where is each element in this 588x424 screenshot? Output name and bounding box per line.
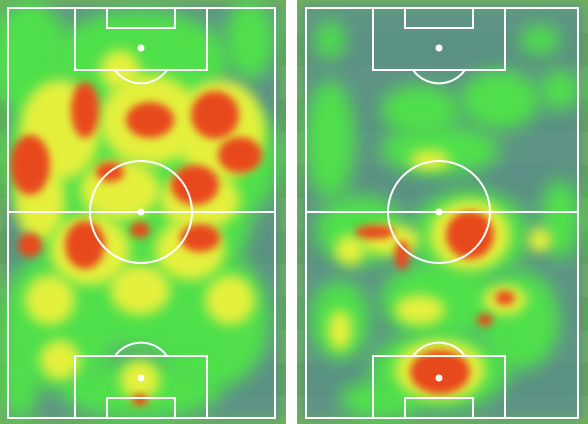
heat-red [126, 102, 174, 138]
heat-yellow [205, 275, 255, 325]
left-pitch [0, 0, 286, 424]
heat-yellow [528, 228, 552, 252]
goal-area [404, 397, 474, 419]
heat-red [218, 137, 262, 173]
heat-yellow [110, 265, 170, 315]
goal-area [106, 7, 176, 29]
heat-red [191, 91, 239, 139]
heat-yellow [328, 310, 352, 350]
heat-red [395, 240, 409, 270]
heat-green [0, 340, 40, 420]
penalty-arc [412, 69, 466, 85]
penalty-spot [435, 374, 443, 382]
heat-red [410, 350, 470, 394]
centre-circle [89, 160, 193, 264]
penalty-spot [137, 44, 145, 52]
heat-green [520, 25, 560, 55]
heat-red [171, 165, 219, 205]
heat-red [477, 314, 493, 326]
penalty-arc [114, 69, 168, 85]
heat-green [380, 125, 500, 175]
heat-red [10, 135, 50, 195]
heat-red [132, 394, 148, 406]
penalty-spot [137, 374, 145, 382]
heat-red [355, 225, 395, 239]
heat-green [460, 70, 540, 130]
penalty-arc [412, 341, 466, 357]
heat-red [71, 82, 99, 138]
penalty-arc [114, 341, 168, 357]
heat-green [305, 80, 355, 200]
goal-area [404, 7, 474, 29]
penalty-spot [435, 44, 443, 52]
divider [286, 0, 297, 424]
heat-yellow [25, 275, 75, 325]
heat-yellow [395, 295, 445, 325]
centre-spot [137, 208, 145, 216]
heat-yellow [335, 235, 365, 265]
heat-red [180, 224, 220, 252]
heat-red [65, 221, 105, 269]
centre-spot [435, 208, 443, 216]
heat-red [18, 233, 42, 257]
right-pitch [297, 0, 588, 424]
goal-area [106, 397, 176, 419]
heat-green [340, 380, 420, 420]
heat-green [225, 0, 275, 80]
centre-circle [387, 160, 491, 264]
heat-green [540, 70, 580, 110]
heat-red [130, 222, 150, 238]
heat-red [446, 211, 494, 259]
heat-green [380, 85, 460, 135]
heat-green [315, 20, 345, 60]
heat-green [50, 10, 230, 110]
heat-yellow [40, 340, 80, 380]
heat-red [495, 291, 515, 305]
